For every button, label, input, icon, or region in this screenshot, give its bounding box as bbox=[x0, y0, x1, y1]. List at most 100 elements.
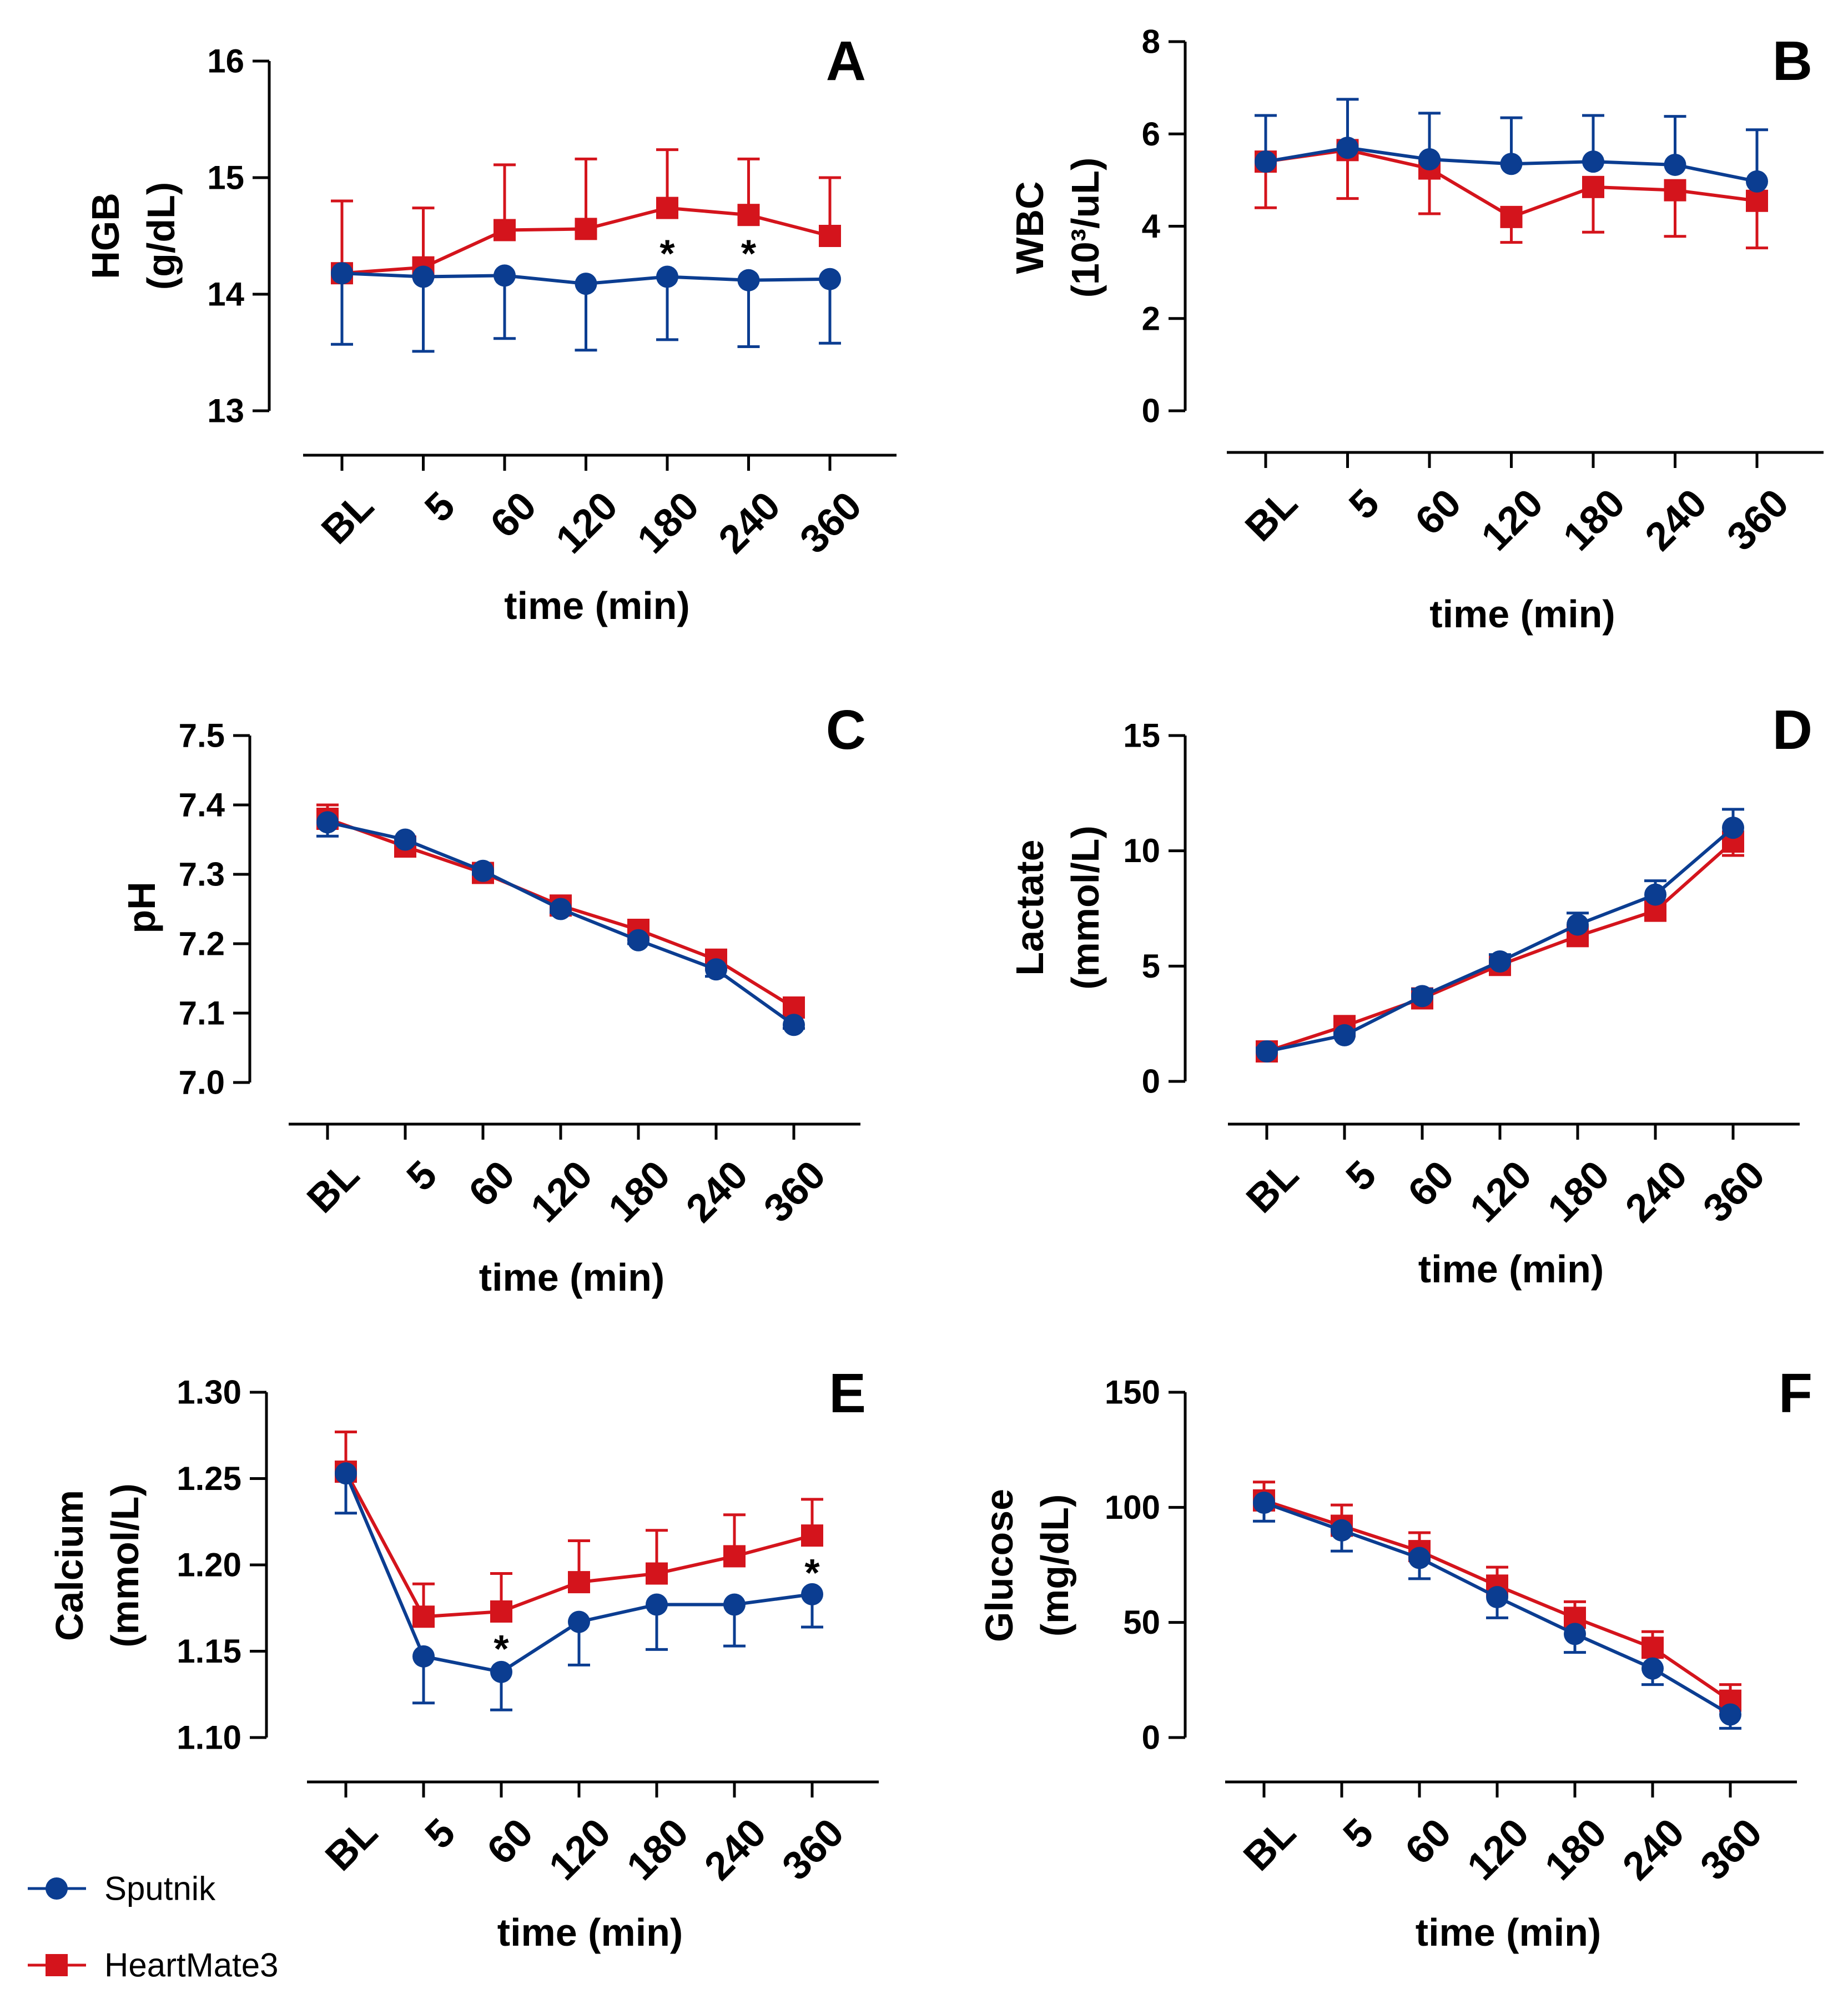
data-point-sputnik bbox=[723, 1593, 746, 1616]
x-tick-label: 120 bbox=[522, 1152, 601, 1231]
x-tick-label: 360 bbox=[792, 484, 870, 562]
data-point-sputnik bbox=[575, 273, 597, 295]
y-tick-label: 50 bbox=[1123, 1604, 1160, 1641]
panel-letter: A bbox=[826, 30, 866, 92]
x-tick-label: 5 bbox=[1341, 481, 1388, 528]
y-tick-label: 150 bbox=[1105, 1374, 1160, 1411]
data-point-heartmate3 bbox=[737, 204, 760, 226]
data-point-sputnik bbox=[472, 859, 494, 882]
x-tick-label: BL bbox=[299, 1152, 367, 1221]
legend-label-sputnik: Sputnik bbox=[104, 1870, 216, 1907]
data-point-sputnik bbox=[494, 264, 516, 287]
data-point-heartmate3 bbox=[568, 1571, 590, 1594]
x-tick-label: 60 bbox=[479, 1810, 541, 1873]
legend-marker-sputnik bbox=[46, 1877, 68, 1900]
data-point-sputnik bbox=[646, 1593, 668, 1616]
x-tick-label: 60 bbox=[1407, 481, 1469, 543]
x-axis-label: time (min) bbox=[504, 584, 689, 627]
y-axis-label: pH bbox=[120, 882, 163, 933]
x-tick-label: 180 bbox=[1537, 1810, 1615, 1889]
x-tick-label: 60 bbox=[1397, 1810, 1459, 1873]
x-tick-label: 120 bbox=[1473, 481, 1552, 560]
data-point-sputnik bbox=[1336, 137, 1359, 159]
y-tick-label: 1.30 bbox=[177, 1374, 241, 1411]
data-point-sputnik bbox=[1486, 1586, 1508, 1609]
data-point-sputnik bbox=[1418, 148, 1441, 170]
data-point-sputnik bbox=[1411, 985, 1433, 1008]
data-point-sputnik bbox=[1331, 1519, 1353, 1542]
data-point-sputnik bbox=[1255, 150, 1277, 173]
data-point-sputnik bbox=[705, 958, 727, 981]
x-axis-label: time (min) bbox=[1416, 1911, 1601, 1954]
legend-marker-heartmate3 bbox=[46, 1954, 68, 1976]
data-point-heartmate3 bbox=[819, 225, 841, 247]
y-tick-label: 7.3 bbox=[179, 856, 225, 893]
x-tick-label: 5 bbox=[416, 484, 464, 531]
y-tick-label: 15 bbox=[207, 159, 244, 197]
y-tick-label: 7.5 bbox=[179, 717, 225, 754]
x-tick-label: BL bbox=[317, 1810, 386, 1879]
x-tick-label: 120 bbox=[1462, 1152, 1540, 1231]
x-tick-label: 240 bbox=[1617, 1152, 1696, 1231]
data-point-sputnik bbox=[1256, 1040, 1278, 1063]
y-axis-label: Glucose bbox=[978, 1489, 1021, 1642]
x-tick-label: 5 bbox=[417, 1810, 464, 1857]
data-point-sputnik bbox=[490, 1660, 512, 1683]
x-tick-label: 180 bbox=[600, 1152, 679, 1231]
series-heartmate3 bbox=[335, 1431, 823, 1628]
data-point-sputnik bbox=[656, 265, 678, 288]
data-point-heartmate3 bbox=[723, 1545, 746, 1568]
significance-marker: * bbox=[741, 232, 757, 275]
x-tick-label: 180 bbox=[1555, 481, 1634, 560]
data-point-sputnik bbox=[1500, 153, 1523, 175]
x-tick-label: 120 bbox=[1459, 1810, 1538, 1889]
data-point-sputnik bbox=[1722, 817, 1744, 839]
panel-letter: E bbox=[829, 1362, 866, 1424]
x-tick-label: 60 bbox=[460, 1152, 523, 1215]
data-point-sputnik bbox=[1408, 1547, 1431, 1569]
series-heartmate3 bbox=[331, 148, 841, 285]
data-point-heartmate3 bbox=[1664, 179, 1686, 202]
y-tick-label: 7.2 bbox=[179, 925, 225, 963]
data-point-heartmate3 bbox=[1641, 1637, 1664, 1659]
x-tick-label: 240 bbox=[1614, 1810, 1693, 1889]
x-tick-label: BL bbox=[1235, 1810, 1304, 1879]
x-tick-label: BL bbox=[1237, 481, 1306, 550]
data-point-heartmate3 bbox=[1500, 205, 1523, 228]
series-heartmate3 bbox=[1256, 830, 1744, 1063]
y-tick-label: 7.0 bbox=[179, 1064, 225, 1101]
data-point-sputnik bbox=[627, 929, 649, 951]
y-tick-label: 15 bbox=[1123, 717, 1160, 754]
legend-item-heartmate3: HeartMate3 bbox=[28, 1947, 278, 1984]
y-tick-label: 7.1 bbox=[179, 995, 225, 1032]
data-point-sputnik bbox=[331, 262, 353, 285]
y-tick-label: 1.10 bbox=[177, 1719, 241, 1756]
x-tick-label: 360 bbox=[1719, 481, 1797, 560]
y-tick-label: 5 bbox=[1142, 948, 1160, 985]
data-point-sputnik bbox=[568, 1610, 590, 1633]
y-tick-label: 0 bbox=[1142, 392, 1160, 430]
panel-letter: C bbox=[826, 699, 866, 761]
data-point-heartmate3 bbox=[801, 1524, 823, 1547]
x-tick-label: 180 bbox=[1539, 1152, 1618, 1231]
series-sputnik bbox=[1253, 1492, 1741, 1730]
data-point-sputnik bbox=[1253, 1492, 1275, 1514]
panel-a: 13 14 15 16 BL 5 60 120 180 240 360 time (min) HGB (g… bbox=[84, 30, 897, 627]
data-point-sputnik bbox=[1564, 1623, 1586, 1645]
data-point-sputnik bbox=[412, 1645, 435, 1668]
series-sputnik bbox=[331, 262, 841, 353]
y-tick-label: 8 bbox=[1142, 23, 1160, 61]
data-point-heartmate3 bbox=[575, 218, 597, 240]
panel-letter: B bbox=[1773, 30, 1812, 92]
data-point-heartmate3 bbox=[490, 1600, 512, 1623]
y-tick-label: 100 bbox=[1105, 1489, 1160, 1526]
data-point-sputnik bbox=[1664, 153, 1686, 176]
y-axis-label: Calcium bbox=[48, 1490, 91, 1641]
x-tick-label: 60 bbox=[482, 484, 545, 546]
x-tick-label: 120 bbox=[541, 1810, 620, 1889]
data-point-sputnik bbox=[335, 1462, 357, 1485]
data-point-sputnik bbox=[1644, 883, 1666, 906]
legend: Sputnik HeartMate3 bbox=[28, 1870, 278, 1984]
